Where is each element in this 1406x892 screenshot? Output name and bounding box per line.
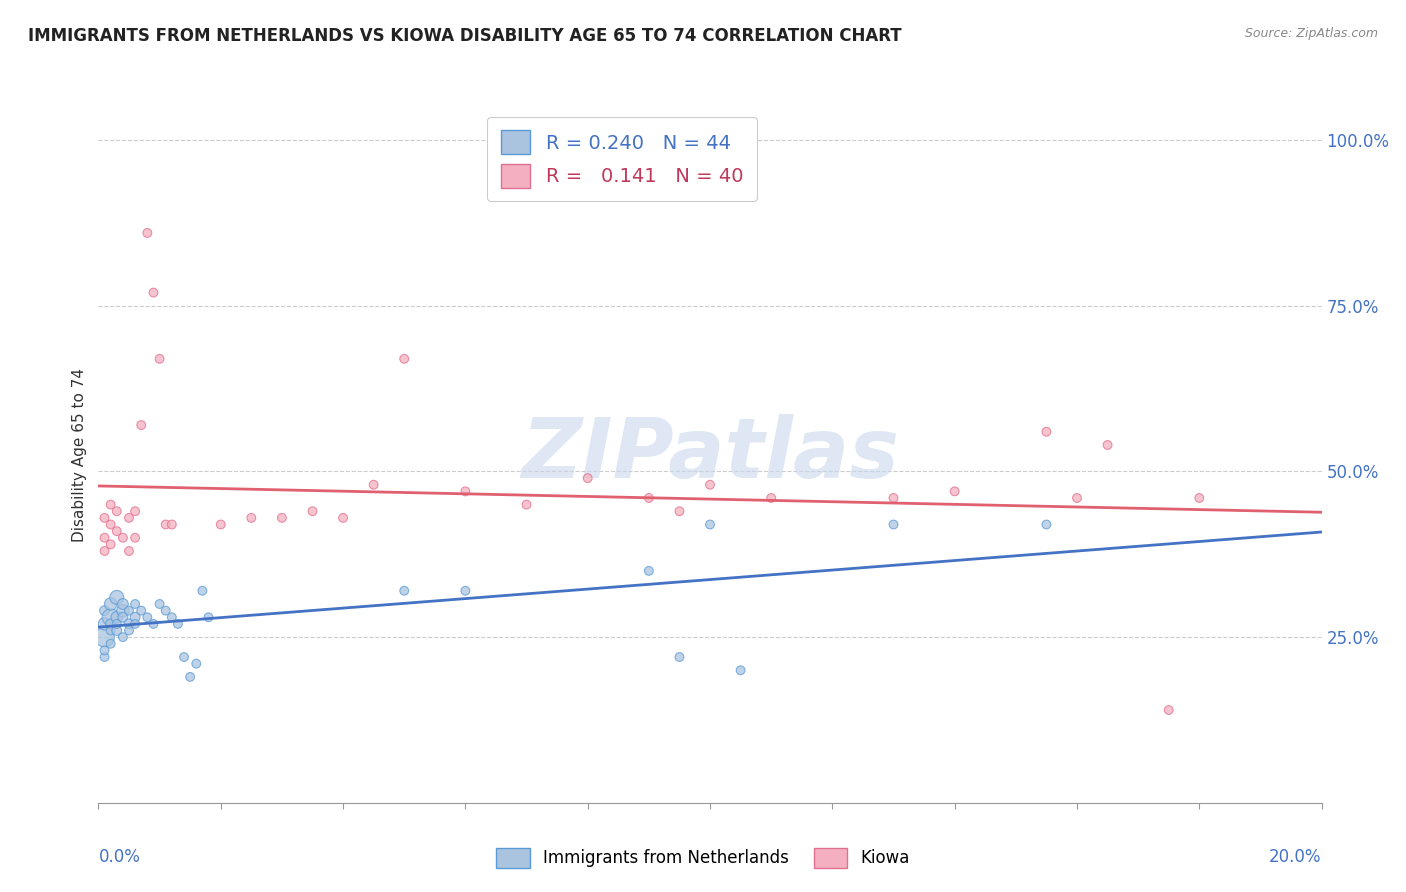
Legend: R = 0.240   N = 44, R =   0.141   N = 40: R = 0.240 N = 44, R = 0.141 N = 40 [488,117,756,202]
Point [883,517,905,532]
Point [111,597,134,611]
Point [332,511,354,525]
Point [637,564,661,578]
Point [93,511,115,525]
Text: IMMIGRANTS FROM NETHERLANDS VS KIOWA DISABILITY AGE 65 TO 74 CORRELATION CHART: IMMIGRANTS FROM NETHERLANDS VS KIOWA DIS… [28,27,901,45]
Point [516,498,538,512]
Point [637,491,661,505]
Point [124,504,146,518]
Point [392,351,416,366]
Point [105,610,128,624]
Point [191,583,214,598]
Point [173,650,195,665]
Point [105,524,128,538]
Point [179,670,201,684]
Point [136,226,159,240]
Point [160,517,183,532]
Point [270,511,292,525]
Text: Source: ZipAtlas.com: Source: ZipAtlas.com [1244,27,1378,40]
Point [118,624,141,638]
Point [124,616,146,631]
Point [93,616,115,631]
Point [149,351,172,366]
Point [759,491,782,505]
Point [943,484,966,499]
Point [1157,703,1180,717]
Point [111,630,134,644]
Text: ZIPatlas: ZIPatlas [522,415,898,495]
Point [155,604,177,618]
Point [668,650,690,665]
Point [454,583,477,598]
Legend: Immigrants from Netherlands, Kiowa: Immigrants from Netherlands, Kiowa [489,841,917,875]
Point [111,610,134,624]
Point [111,604,134,618]
Point [129,604,152,618]
Point [363,477,385,491]
Point [1188,491,1211,505]
Point [301,504,323,518]
Point [1035,425,1057,439]
Point [129,418,152,433]
Point [100,610,122,624]
Point [124,610,146,624]
Point [93,531,115,545]
Text: 0.0%: 0.0% [98,848,141,866]
Point [111,531,134,545]
Point [93,630,115,644]
Point [454,484,477,499]
Point [100,498,122,512]
Point [118,604,141,618]
Point [392,583,416,598]
Point [186,657,208,671]
Point [1035,517,1057,532]
Point [93,643,115,657]
Point [136,610,159,624]
Point [105,591,128,605]
Point [209,517,232,532]
Point [149,597,172,611]
Point [142,616,165,631]
Point [118,511,141,525]
Point [576,471,599,485]
Point [1066,491,1088,505]
Point [100,616,122,631]
Point [100,537,122,551]
Point [699,517,721,532]
Point [160,610,183,624]
Point [118,544,141,558]
Point [730,663,752,677]
Point [240,511,263,525]
Point [100,624,122,638]
Point [105,624,128,638]
Point [197,610,219,624]
Y-axis label: Disability Age 65 to 74: Disability Age 65 to 74 [72,368,87,542]
Text: 20.0%: 20.0% [1270,848,1322,866]
Point [155,517,177,532]
Point [100,517,122,532]
Point [699,477,721,491]
Point [1097,438,1119,452]
Point [100,637,122,651]
Point [124,531,146,545]
Point [93,604,115,618]
Point [883,491,905,505]
Point [100,597,122,611]
Point [93,650,115,665]
Point [142,285,165,300]
Point [167,616,190,631]
Point [105,504,128,518]
Point [105,616,128,631]
Point [668,504,690,518]
Point [93,544,115,558]
Point [118,616,141,631]
Point [124,597,146,611]
